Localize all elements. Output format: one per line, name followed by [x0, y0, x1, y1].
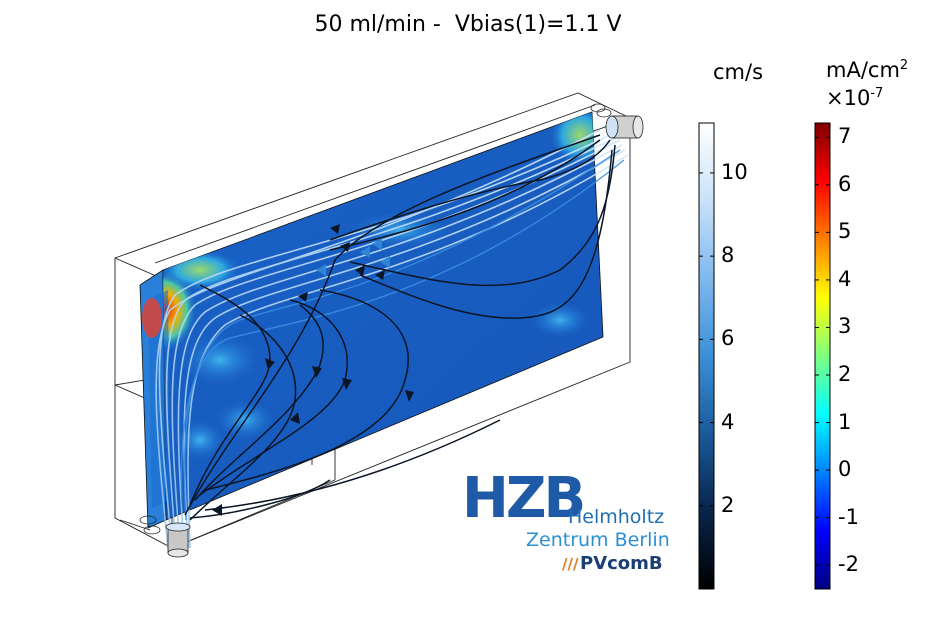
current-density-unit: mA/cm	[826, 58, 900, 82]
streamline-arrows-light	[316, 238, 390, 276]
inlet-tube	[139, 515, 191, 558]
current-density-multiplier: ×10-7	[826, 86, 883, 110]
logo-pvcomb: PVcomB	[580, 553, 663, 574]
colorbar-tick-label: 7	[838, 124, 852, 149]
colorbar-tick-label: -1	[838, 504, 859, 529]
velocity-colorbar	[698, 122, 715, 590]
colorbar-tick-label: 1	[838, 409, 852, 434]
colorbar-tick-label: 8	[721, 243, 735, 268]
colorbar-tick-label: 4	[838, 266, 852, 291]
colorbar-tick-label: 6	[838, 171, 852, 196]
colorbar-tick-label: -2	[838, 552, 859, 577]
hzb-logo: HZB	[462, 466, 586, 531]
colorbar-tick-label: 3	[838, 314, 852, 339]
colorbar-tick-label: 4	[721, 409, 735, 434]
multiplier-base: ×10	[826, 86, 871, 110]
colorbar-tick-label: 2	[721, 492, 735, 517]
chart-title: 50 ml/min - Vbias(1)=1.1 V	[314, 12, 622, 37]
logo-zentrum-berlin: Zentrum Berlin	[526, 529, 670, 551]
colorbar-tick-label: 6	[721, 326, 735, 351]
pvcomb-mark-icon: ///	[562, 555, 579, 573]
current-density-colorbar	[814, 122, 831, 590]
colorbar-tick-label: 0	[838, 457, 852, 482]
colorbar-tick-label: 2	[838, 362, 852, 387]
current-density-unit-exponent: 2	[899, 58, 909, 73]
colorbar-tick-marks	[699, 136, 830, 566]
colorbar-tick-label: 10	[721, 159, 748, 184]
current-density-unit-label: mA/cm2	[826, 58, 908, 82]
logo-helmholtz: Helmholtz	[568, 506, 665, 528]
multiplier-exponent: -7	[870, 86, 884, 101]
velocity-unit-label: cm/s	[713, 60, 764, 84]
streamline-arrows	[212, 224, 414, 516]
outlet-tube	[590, 103, 644, 139]
colorbar-tick-label: 5	[838, 219, 852, 244]
